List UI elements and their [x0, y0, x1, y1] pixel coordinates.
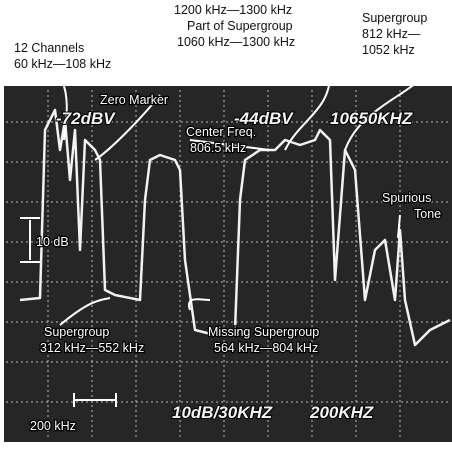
annotation: 1200 kHz—1300 kHz [174, 3, 292, 17]
annotation: 806.5 kHz [190, 141, 246, 155]
readout: 10dB/30KHZ [172, 403, 273, 422]
annotation: Part of Supergroup [187, 19, 293, 33]
figure: 12 Channels 60 kHz—108 kHz 1200 kHz—1300… [0, 0, 452, 449]
readout: -72dBV [56, 109, 116, 128]
annotation: Supergroup [362, 11, 427, 25]
annotation: 10 dB [36, 235, 69, 249]
annotation: Missing Supergroup [208, 325, 319, 339]
annotation: 1052 kHz [362, 43, 415, 57]
annotation: 200 kHz [30, 419, 76, 433]
readout: 200KHZ [309, 403, 374, 422]
screen [4, 86, 452, 442]
page: 12 Channels 60 kHz—108 kHz 1200 kHz—1300… [0, 0, 452, 449]
annotation: Tone [414, 207, 441, 221]
annotation: 12 Channels [14, 41, 84, 55]
annotation: 312 kHz—552 kHz [40, 341, 144, 355]
annotation: 812 kHz— [362, 27, 421, 41]
readout: 10650KHZ [330, 109, 413, 128]
annotation: 60 kHz—108 kHz [14, 57, 111, 71]
annotation: Zero Marker [100, 93, 168, 107]
annotation: Spurious [382, 191, 431, 205]
readout: -44dBV [234, 109, 294, 128]
annotation: 1060 kHz—1300 kHz [177, 35, 295, 49]
annotation: Supergroup [44, 325, 109, 339]
annotation: 564 kHz—804 kHz [214, 341, 318, 355]
